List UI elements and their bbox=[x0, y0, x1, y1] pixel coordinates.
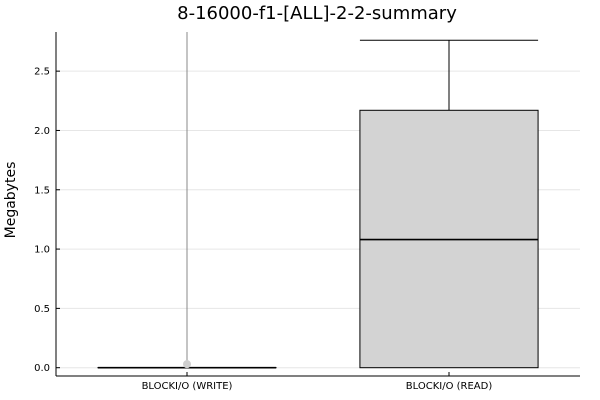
box-group bbox=[97, 32, 277, 369]
y-tick-label: 2.0 bbox=[34, 126, 50, 137]
x-tick-label: BLOCKI/O (READ) bbox=[406, 381, 493, 392]
plot-marks bbox=[97, 32, 539, 369]
x-tick-label: BLOCKI/O (WRITE) bbox=[142, 381, 233, 392]
y-tick-label: 2.5 bbox=[34, 67, 50, 78]
y-axis-label: Megabytes bbox=[3, 162, 19, 239]
chart-title: 8-16000-f1-[ALL]-2-2-summary bbox=[177, 3, 457, 24]
y-tick-label: 0.5 bbox=[34, 304, 50, 315]
outlier-point bbox=[183, 360, 191, 369]
box-group bbox=[359, 39, 539, 369]
y-tick-label: 1.0 bbox=[34, 245, 50, 256]
axes bbox=[55, 32, 580, 377]
y-tick-label: 1.5 bbox=[34, 185, 50, 196]
y-tick-label: 0.0 bbox=[34, 363, 50, 374]
tick-labels: 0.0 0.5 1.0 1.5 2.0 2.5 BLOCKI/O (WRITE) BLOCKI… bbox=[34, 67, 492, 392]
